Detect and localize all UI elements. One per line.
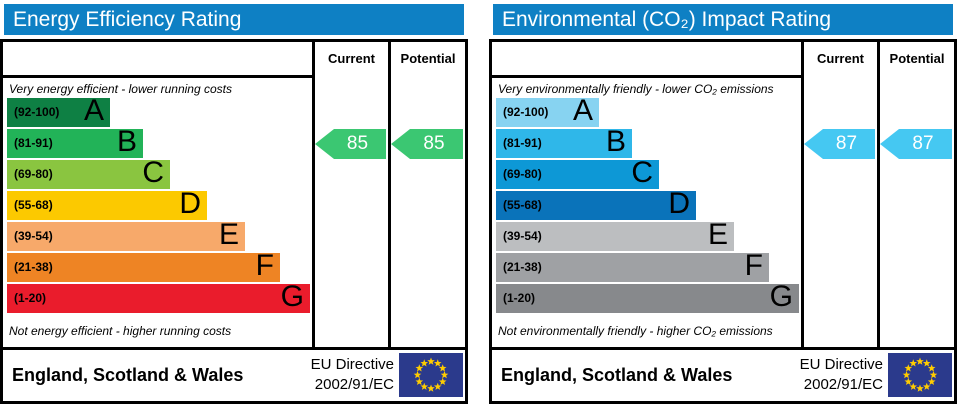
band-letter: F [744, 249, 763, 282]
eu-flag-icon [888, 353, 952, 397]
eu-directive-line2: 2002/91/EC [803, 376, 883, 393]
band-range-label: (92-100) [503, 105, 549, 119]
potential-rating-arrow: 85 [391, 129, 463, 159]
panel-environmental-impact: Environmental (CO₂) Impact Rating Curren… [489, 0, 957, 404]
column-header-potential: Potential [400, 51, 456, 66]
column-divider [312, 42, 315, 350]
column-header-current: Current [328, 51, 375, 66]
band-range-label: (39-54) [503, 229, 542, 243]
bottom-caption: Not energy efficient - higher running co… [9, 324, 232, 338]
top-caption: Very environmentally friendly - lower CO… [498, 82, 774, 96]
panel-title: Environmental (CO₂) Impact Rating [493, 4, 953, 35]
column-divider [801, 42, 804, 350]
potential-rating-value: 87 [912, 133, 934, 154]
footer-divider [492, 347, 954, 350]
band-range-label: (39-54) [14, 229, 53, 243]
band-letter: C [631, 156, 653, 189]
band-letter: E [707, 218, 728, 251]
band-row-g: (1-20) G [7, 280, 310, 313]
column-header-potential: Potential [889, 51, 945, 66]
band-letter: D [179, 187, 201, 220]
band-range-label: (69-80) [503, 167, 542, 181]
potential-rating-arrow: 87 [880, 129, 952, 159]
band-row-a: (92-100) A [496, 94, 599, 127]
band-letter: A [572, 94, 593, 127]
current-rating-arrow: 85 [315, 129, 386, 159]
band-range-label: (1-20) [503, 291, 536, 305]
current-rating-arrow: 87 [804, 129, 875, 159]
column-divider [388, 42, 391, 350]
potential-rating-value: 85 [423, 133, 445, 154]
band-row-d: (55-68) D [496, 187, 696, 220]
top-caption: Very energy efficient - lower running co… [9, 82, 232, 96]
band-range-label: (1-20) [14, 291, 47, 305]
band-range-label: (92-100) [14, 105, 60, 119]
band-letter: G [769, 280, 793, 313]
region-label: England, Scotland & Wales [12, 365, 244, 385]
band-letter: A [83, 94, 104, 127]
eu-directive-label: EU Directive 2002/91/EC [311, 355, 394, 395]
band-letter: G [280, 280, 304, 313]
band-range-label: (81-91) [14, 136, 53, 150]
eu-flag-icon [399, 353, 463, 397]
column-header-current: Current [817, 51, 864, 66]
band-range-label: (81-91) [503, 136, 542, 150]
band-letter: C [142, 156, 164, 189]
band-row-a: (92-100) A [7, 94, 110, 127]
eu-directive-line1: EU Directive [310, 356, 394, 373]
band-range-label: (55-68) [14, 198, 53, 212]
current-rating-value: 85 [346, 133, 369, 154]
panel-energy-efficiency: Energy Efficiency Rating Current Potenti… [0, 0, 468, 404]
band-row-e: (39-54) E [496, 218, 734, 251]
footer: England, Scotland & Wales EU Directive 2… [3, 350, 465, 401]
band-letter: B [116, 125, 137, 158]
band-range-label: (55-68) [503, 198, 542, 212]
band-row-b: (81-91) B [496, 125, 632, 158]
band-letter: E [218, 218, 239, 251]
band-letter: D [668, 187, 690, 220]
band-row-f: (21-38) F [7, 249, 280, 282]
band-row-f: (21-38) F [496, 249, 769, 282]
bottom-caption: Not environmentally friendly - higher CO… [498, 324, 773, 338]
column-divider [877, 42, 880, 350]
band-row-c: (69-80) C [7, 156, 170, 189]
band-letter: B [605, 125, 626, 158]
band-range-label: (21-38) [14, 260, 53, 274]
footer: England, Scotland & Wales EU Directive 2… [492, 350, 954, 401]
band-row-c: (69-80) C [496, 156, 659, 189]
region-label: England, Scotland & Wales [501, 365, 733, 385]
band-row-b: (81-91) B [7, 125, 143, 158]
footer-divider [3, 347, 465, 350]
header-divider [3, 75, 312, 78]
panel-title: Energy Efficiency Rating [4, 4, 464, 35]
current-rating-value: 87 [835, 133, 858, 154]
eu-directive-line2: 2002/91/EC [314, 376, 394, 393]
band-row-e: (39-54) E [7, 218, 245, 251]
eu-directive-label: EU Directive 2002/91/EC [800, 355, 883, 395]
band-range-label: (69-80) [14, 167, 53, 181]
epc-table: Current Potential Very environmentally f… [489, 39, 957, 404]
epc-table: Current Potential Very energy efficient … [0, 39, 468, 404]
band-range-label: (21-38) [503, 260, 542, 274]
header-divider [492, 75, 801, 78]
eu-directive-line1: EU Directive [799, 356, 883, 373]
band-row-g: (1-20) G [496, 280, 799, 313]
band-row-d: (55-68) D [7, 187, 207, 220]
band-letter: F [255, 249, 274, 282]
